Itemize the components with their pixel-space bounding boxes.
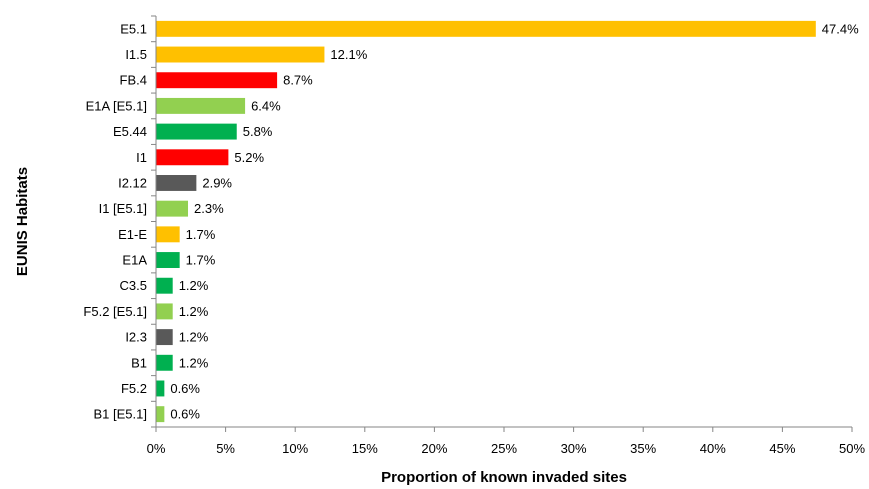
bar [156, 72, 278, 89]
bar [156, 97, 246, 114]
bar [156, 200, 189, 217]
bar [156, 123, 237, 140]
x-tick-label: 20% [421, 441, 447, 456]
x-tick-label: 50% [839, 441, 865, 456]
x-tick-label: 15% [352, 441, 378, 456]
x-tick-label: 30% [561, 441, 587, 456]
x-axis-ticks: 0% 5% 10% 15% 20% 25% 30% 35% 40% 45% 50% [147, 427, 865, 456]
y-tick-label: E5.44 [113, 124, 147, 139]
bars-group: 47.4% 12.1% 8.7%6.4% 5.8% 5.2%2.9% 2.3% 1.7% 1.… [156, 20, 859, 423]
y-tick-label: I2.12 [118, 175, 147, 190]
y-tick-label: B1 [E5.1] [94, 407, 147, 422]
y-tick-label: I1.5 [125, 47, 147, 62]
bar-value-label: 1.2% [179, 304, 209, 319]
x-tick-label: 0% [147, 441, 166, 456]
y-tick-label: I1 [E5.1] [99, 201, 147, 216]
y-axis-title: EUNIS Habitats [14, 167, 31, 276]
bar [156, 303, 173, 320]
y-tick-label: E5.1 [120, 21, 147, 36]
y-tick-label: I2.3 [125, 330, 147, 345]
y-tick-label: E1A [122, 253, 147, 268]
y-tick-label: F5.2 [E5.1] [83, 304, 147, 319]
x-tick-label: 45% [769, 441, 795, 456]
x-tick-label: 5% [216, 441, 235, 456]
bar-value-label: 0.6% [170, 407, 200, 422]
bar [156, 149, 229, 166]
bar-value-label: 8.7% [283, 73, 313, 88]
x-tick-label: 35% [630, 441, 656, 456]
y-axis-ticks: E5.1 I1.5 FB.4 E1A [E5.1] E5.44 I1 I2.12 I1 [E5… [83, 15, 156, 428]
bar [156, 406, 165, 423]
x-tick-label: 25% [491, 441, 517, 456]
bar [156, 20, 816, 37]
bar-value-label: 0.6% [170, 381, 200, 396]
bar-value-label: 5.8% [243, 124, 273, 139]
y-tick-label: FB.4 [120, 73, 147, 88]
bar [156, 226, 180, 243]
bar-value-label: 5.2% [234, 150, 264, 165]
y-tick-label: C3.5 [120, 278, 147, 293]
x-tick-label: 40% [700, 441, 726, 456]
bar-value-label: 1.2% [179, 355, 209, 370]
bar [156, 329, 173, 346]
y-tick-label: I1 [136, 150, 147, 165]
bar-value-label: 1.2% [179, 278, 209, 293]
bar-value-label: 1.2% [179, 330, 209, 345]
bar-value-label: 1.7% [186, 227, 216, 242]
bar-value-label: 2.9% [202, 175, 232, 190]
bar [156, 46, 325, 63]
y-tick-label: E1-E [118, 227, 147, 242]
x-axis-title: Proportion of known invaded sites [381, 469, 627, 486]
y-tick-label: E1A [E5.1] [86, 98, 147, 113]
bar-value-label: 2.3% [194, 201, 224, 216]
bar-value-label: 6.4% [251, 98, 281, 113]
y-tick-label: B1 [131, 355, 147, 370]
y-tick-label: F5.2 [121, 381, 147, 396]
x-tick-label: 10% [282, 441, 308, 456]
bar [156, 354, 173, 371]
bar-value-label: 1.7% [186, 253, 216, 268]
bar [156, 252, 180, 268]
bar [156, 380, 165, 397]
bar-value-label: 12.1% [330, 47, 367, 62]
bar [156, 277, 173, 294]
bar-value-label: 47.4% [822, 21, 859, 36]
bar [156, 175, 197, 191]
